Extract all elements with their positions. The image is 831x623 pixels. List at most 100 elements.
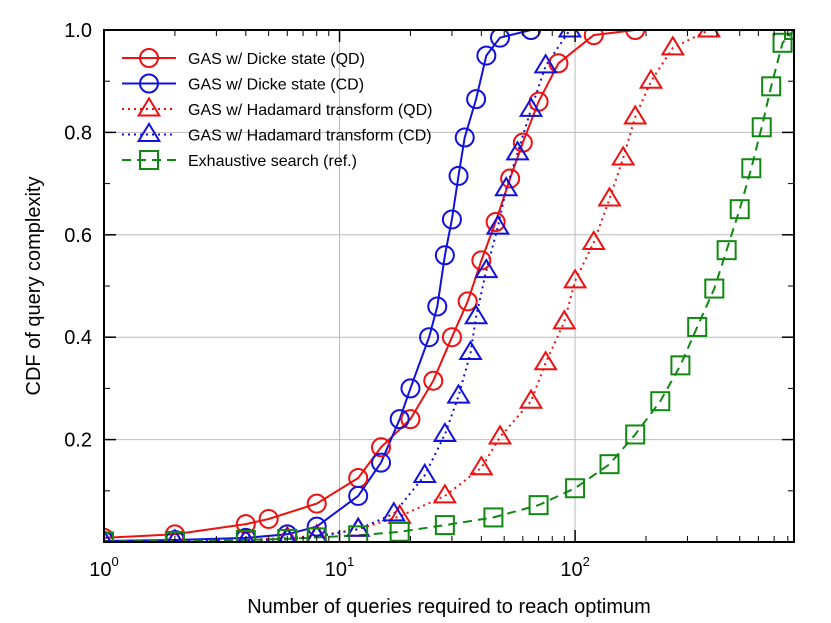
data-point — [235, 529, 256, 542]
data-point — [597, 186, 622, 207]
legend-item: GAS w/ Hadamard transform (QD) — [122, 96, 433, 119]
legend-item: Exhaustive search (ref.) — [122, 150, 357, 170]
data-point — [552, 309, 577, 330]
x-tick-label: 101 — [325, 554, 354, 581]
data-point — [235, 514, 256, 535]
data-point — [423, 370, 444, 391]
data-point — [485, 212, 506, 232]
data-point — [521, 30, 542, 40]
legend-marker — [136, 96, 162, 117]
legend-marker — [139, 48, 159, 68]
data-point — [696, 30, 722, 38]
data-point — [432, 421, 457, 442]
data-point — [412, 462, 437, 483]
x-tick-labels: 100 101 102 — [89, 554, 590, 581]
data-point — [306, 493, 327, 514]
data-point — [772, 32, 793, 53]
data-point — [434, 245, 455, 266]
data-point — [164, 530, 185, 542]
data-point — [258, 508, 279, 529]
legend-label: GAS w/ Hadamard transform (QD) — [188, 102, 433, 119]
data-point — [623, 104, 648, 125]
data-point — [469, 455, 494, 476]
data-point — [448, 165, 469, 186]
y-tick-label: 0.2 — [64, 430, 92, 452]
data-point — [474, 258, 499, 279]
data-point — [583, 30, 604, 46]
data-point — [381, 501, 406, 522]
data-point — [434, 515, 455, 536]
data-point — [650, 391, 671, 412]
y-tick-label: 0.6 — [64, 225, 92, 247]
data-point — [427, 296, 448, 317]
data-point — [419, 327, 440, 348]
x-tick-label: 100 — [89, 554, 118, 581]
data-point — [518, 96, 544, 117]
data-point — [454, 127, 475, 148]
series-line-1 — [104, 30, 532, 542]
data-point — [505, 140, 530, 161]
y-tick-label: 0.8 — [64, 122, 92, 144]
data-point — [638, 68, 664, 89]
data-point — [557, 30, 582, 38]
data-point — [485, 214, 510, 235]
legend-marker — [136, 121, 162, 142]
grid-lines — [104, 30, 794, 542]
data-point — [389, 521, 410, 542]
data-point — [716, 240, 737, 261]
data-point — [518, 388, 544, 409]
series-line-4 — [104, 30, 794, 542]
data-point — [441, 327, 462, 348]
data-point — [533, 53, 558, 74]
data-point — [611, 145, 636, 166]
data-point — [306, 516, 327, 537]
legend-label: GAS w/ Dicke state (QD) — [188, 51, 365, 68]
y-tick-label: 1.0 — [64, 20, 92, 42]
axis-ticks — [103, 29, 794, 542]
data-point — [466, 89, 487, 110]
data-point — [533, 350, 558, 371]
data-point — [371, 452, 392, 473]
data-point — [400, 378, 421, 399]
data-point — [704, 278, 725, 299]
data-point — [660, 35, 685, 56]
legend-label: GAS w/ Hadamard transform (CD) — [188, 128, 432, 145]
data-point — [687, 316, 708, 337]
data-point — [729, 199, 750, 220]
data-point — [487, 424, 513, 445]
legend: GAS w/ Dicke state (QD) GAS w/ Dicke stat… — [122, 48, 433, 170]
data-point — [625, 424, 646, 445]
data-point — [389, 409, 410, 430]
data-point — [599, 454, 620, 475]
y-tick-labels: 0.2 0.4 0.6 0.8 1.0 — [64, 20, 92, 452]
y-axis-label: CDF of query complexity — [23, 177, 45, 396]
data-point — [277, 528, 298, 542]
data-point — [446, 383, 471, 404]
data-point — [562, 268, 588, 289]
data-point — [565, 478, 586, 499]
data-point — [500, 168, 521, 189]
data-point — [741, 158, 762, 179]
legend-item: GAS w/ Dicke state (QD) — [122, 48, 365, 68]
data-point — [761, 76, 782, 97]
data-point — [494, 176, 519, 197]
legend-item: GAS w/ Hadamard transform (CD) — [122, 121, 432, 145]
legend-marker — [139, 150, 159, 170]
series-markers — [104, 30, 794, 542]
legend-item: GAS w/ Dicke state (CD) — [122, 73, 364, 94]
data-point — [348, 525, 369, 542]
data-point — [670, 355, 691, 376]
data-point — [490, 30, 510, 48]
data-point — [348, 485, 369, 506]
data-point — [306, 524, 328, 542]
plot-background — [104, 30, 794, 542]
data-point — [166, 528, 184, 542]
data-point — [432, 483, 457, 504]
data-point — [306, 527, 327, 542]
series-line-0 — [104, 30, 636, 539]
x-axis-label: Number of queries required to reach opti… — [247, 596, 651, 618]
legend-label: GAS w/ Dicke state (CD) — [188, 77, 364, 94]
x-tick-label: 102 — [560, 554, 589, 581]
y-tick-label: 0.4 — [64, 327, 92, 349]
